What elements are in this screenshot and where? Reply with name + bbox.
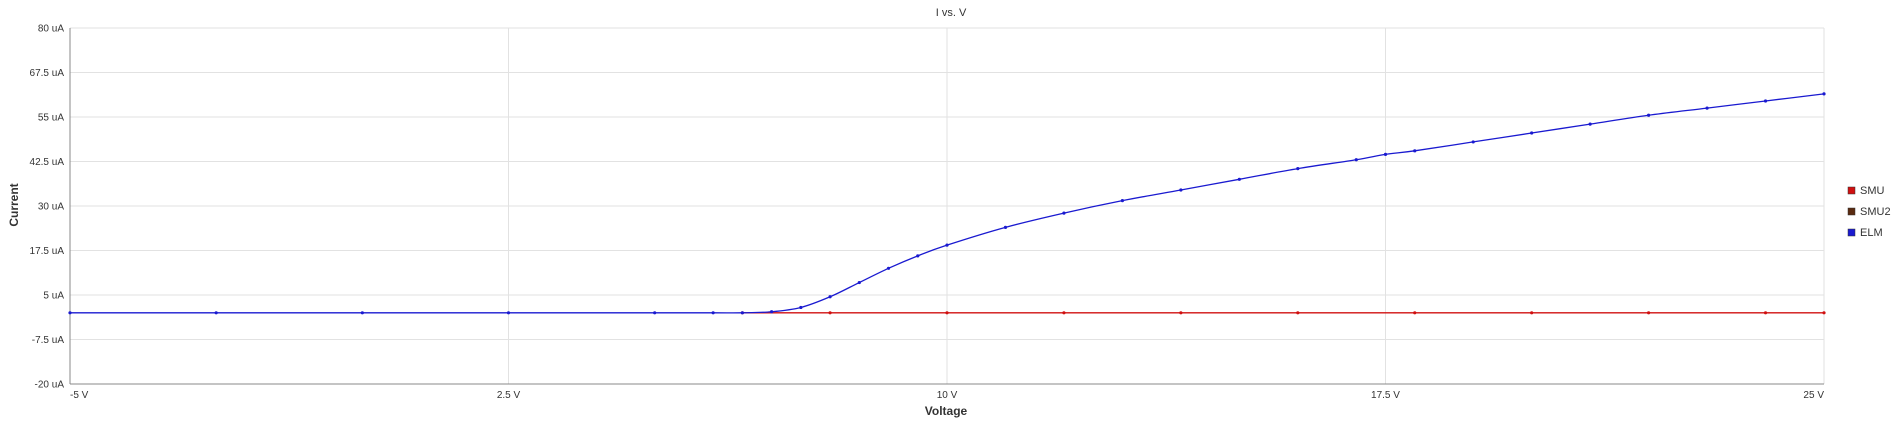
data-point [857,280,861,285]
data-point [916,254,920,258]
y-tick-label: 5 uA [43,291,64,302]
data-point [1588,122,1592,126]
data-point [799,305,803,310]
chart-title: I vs. V [936,7,967,19]
data-point [1062,311,1066,315]
legend[interactable]: SMU SMU2 ELM [1847,185,1891,239]
data-point [1003,225,1008,229]
data-point [1647,113,1651,117]
x-axis-title: Voltage [925,404,968,418]
grid-layer [69,27,1825,385]
x-tick-label: -5 V [70,390,89,401]
data-point [1237,177,1241,181]
series-smu [740,311,1826,315]
data-point [1179,188,1183,192]
data-point [1530,131,1534,135]
data-point [1179,311,1183,315]
y-tick-label: 30 uA [38,202,64,213]
data-point [1705,106,1709,110]
y-tick-label: -20 uA [35,380,65,391]
data-point [1413,149,1417,153]
legend-item-smu2[interactable]: SMU2 [1847,206,1891,218]
data-point [1296,167,1300,171]
series-line-elm [70,93,1825,314]
tick-labels: -20 uA -7.5 uA 5 uA 17.5 uA 30 uA 42.5 uA 55 u… [30,24,1825,402]
data-point [653,311,657,315]
data-point [1354,158,1358,162]
data-point [770,310,774,314]
legend-label: ELM [1860,227,1883,239]
data-point [740,311,744,315]
axis-layer [69,28,1824,385]
data-point [1383,152,1388,156]
data-point [1413,311,1417,315]
data-point [828,295,832,299]
legend-swatch [1847,228,1856,237]
data-point [1822,92,1826,96]
data-point [886,266,891,270]
data-point [506,311,511,315]
data-point [1296,311,1300,315]
data-point [214,311,218,315]
data-point [1062,211,1066,215]
data-point [1120,199,1124,203]
data-point [1763,99,1768,103]
series-layer [68,92,1826,315]
series-elm [68,92,1826,315]
x-tick-label: 10 V [937,390,958,401]
legend-swatch [1847,186,1856,195]
y-tick-label: -7.5 uA [32,335,65,346]
data-point [68,311,72,315]
data-point [1763,311,1768,315]
data-point [360,311,364,315]
x-tick-label: 2.5 V [497,390,521,401]
y-tick-label: 67.5 uA [30,68,65,79]
data-point [1471,140,1475,144]
data-point [1530,311,1534,315]
legend-label: SMU2 [1860,206,1891,218]
data-point [1647,311,1651,315]
x-tick-label: 25 V [1803,390,1824,401]
data-point [945,243,949,247]
y-tick-label: 55 uA [38,113,64,124]
y-tick-label: 42.5 uA [30,157,65,168]
y-tick-label: 17.5 uA [30,246,65,257]
legend-label: SMU [1860,185,1885,197]
x-tick-label: 17.5 V [1371,390,1400,401]
legend-item-elm[interactable]: ELM [1847,227,1883,239]
legend-item-smu[interactable]: SMU [1847,185,1885,197]
data-point [828,311,832,315]
legend-swatch [1847,207,1856,216]
data-point [945,311,949,315]
y-axis-title: Current [7,183,21,226]
data-point [1822,311,1826,315]
data-point [711,311,715,315]
y-tick-label: 80 uA [38,24,64,35]
